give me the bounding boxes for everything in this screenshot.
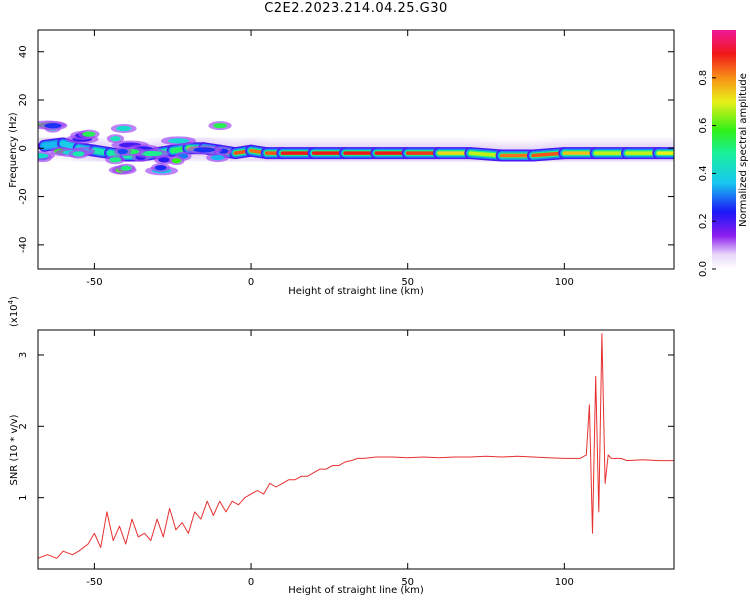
y-tick-label: 1 xyxy=(18,494,29,500)
y-tick-label: 2 xyxy=(18,423,29,429)
x-tick-label: 100 xyxy=(555,277,574,288)
colorbar-tick-label: 0.2 xyxy=(698,213,709,229)
x-tick-label: -50 xyxy=(86,577,102,588)
snr-y-label: SNR (10 * v/v) xyxy=(9,414,20,485)
x-tick-label: 50 xyxy=(401,277,414,288)
spectrogram-frame xyxy=(37,29,675,270)
colorbar-tick-label: 0.4 xyxy=(698,165,709,181)
noise-blob-core xyxy=(193,147,215,153)
noise-blob-core xyxy=(210,154,225,161)
snr-axes: -50 0 50 100 1 2 3 xyxy=(18,330,674,588)
noise-blob-core xyxy=(158,157,171,163)
noise-blob-core xyxy=(117,148,128,155)
y-tick-label: -20 xyxy=(18,188,29,204)
x-tick-label: 0 xyxy=(248,577,254,588)
noise-blob-core xyxy=(120,165,132,171)
y-tick-label: -40 xyxy=(18,237,29,253)
noise-blob-core xyxy=(110,136,121,142)
noise-blob-core xyxy=(171,158,182,164)
x-tick-label: 50 xyxy=(401,577,414,588)
colorbar-label: Normalized spectral amplitude xyxy=(738,73,749,227)
noise-blob-core xyxy=(116,125,132,132)
spectrogram-axes: -50 0 50 100 -40 -20 0 20 40 xyxy=(18,30,674,288)
y-tick-label: 0 xyxy=(18,145,29,151)
snr-frame xyxy=(37,329,675,570)
spectrogram-y-label: Frequency (Hz) xyxy=(8,112,19,188)
colorbar-tick-label: 0.0 xyxy=(698,261,709,277)
colorbar-gradient xyxy=(712,30,736,269)
snr-y-multiplier: (x104) xyxy=(7,296,20,327)
snr-x-label: Height of straight line (km) xyxy=(288,585,424,596)
noise-blob-core xyxy=(72,151,85,157)
spectrogram-x-label: Height of straight line (km) xyxy=(288,286,424,297)
noise-blob-core xyxy=(44,123,62,129)
colorbar-tick-label: 0.6 xyxy=(698,118,709,134)
snr-line xyxy=(38,333,674,559)
noise-blob-core xyxy=(140,150,163,157)
figure-title: C2E2.2023.214.04.25.G30 xyxy=(264,1,448,16)
noise-blob-core xyxy=(213,123,227,129)
snr-plot-area xyxy=(38,333,674,559)
x-tick-label: 100 xyxy=(555,577,574,588)
y-tick-label: 3 xyxy=(18,352,29,358)
colorbar-axes: 0.0 0.2 0.4 0.6 0.8 xyxy=(698,70,716,277)
noise-blob-core xyxy=(109,157,122,163)
noise-blob-core xyxy=(82,131,96,137)
x-tick-label: 0 xyxy=(248,277,254,288)
spectrogram-heatmap xyxy=(38,120,674,176)
y-tick-label: 20 xyxy=(18,94,29,107)
y-tick-label: 40 xyxy=(18,45,29,58)
colorbar: 0.0 0.2 0.4 0.6 0.8 Normalized spectral ampl… xyxy=(698,30,749,277)
noise-blob-core xyxy=(168,138,189,144)
noise-blob-core xyxy=(154,165,167,171)
noise-blob-core xyxy=(38,153,49,159)
x-tick-label: -50 xyxy=(86,277,102,288)
snr-panel: -50 0 50 100 1 2 3 Height of straight line (km… xyxy=(7,296,675,596)
colorbar-tick-label: 0.8 xyxy=(698,70,709,86)
spectrogram-panel: -50 0 50 100 -40 -20 0 20 40 Height of straight … xyxy=(8,29,675,297)
